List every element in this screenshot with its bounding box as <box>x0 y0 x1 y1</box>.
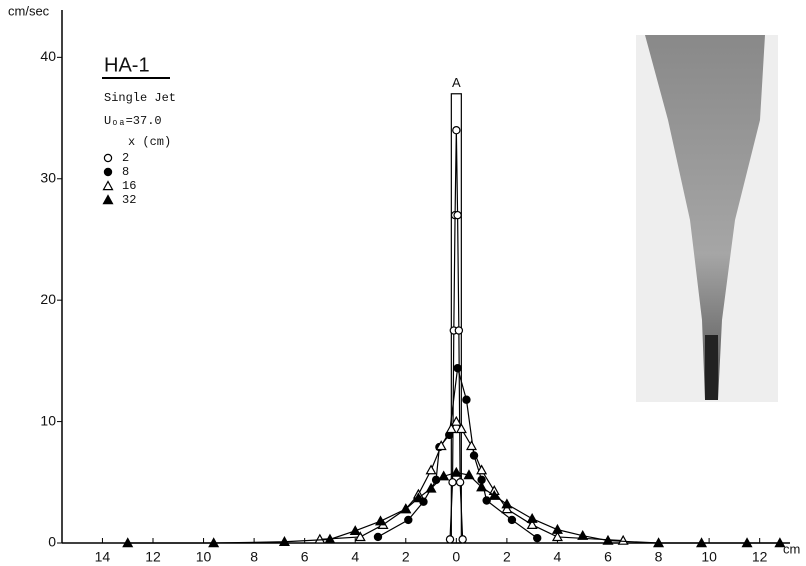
data-point <box>278 536 290 546</box>
data-point <box>448 478 457 487</box>
data-point <box>458 535 467 544</box>
data-point <box>501 498 513 509</box>
legend-title: HA-1 <box>104 54 150 76</box>
data-point <box>349 525 361 536</box>
legend-header: x (cm) <box>128 135 171 149</box>
data-point <box>696 537 708 548</box>
data-point <box>438 470 450 481</box>
data-point <box>577 529 589 540</box>
data-point <box>617 534 629 545</box>
data-point <box>455 478 465 487</box>
x-tick-label: 10 <box>196 549 212 565</box>
x-tick-label: 12 <box>752 549 768 565</box>
annotation-label: A <box>452 75 461 90</box>
y-tick-label: 20 <box>40 291 56 307</box>
legend-marker <box>102 180 114 191</box>
x-tick-label: 0 <box>452 549 460 565</box>
data-point <box>354 531 366 542</box>
data-point <box>374 515 387 526</box>
data-point <box>507 515 517 525</box>
y-axis-label: cm/sec <box>8 3 50 18</box>
legend-marker <box>103 167 113 177</box>
data-point <box>453 210 462 220</box>
data-point <box>445 535 455 544</box>
x-tick-label: 12 <box>145 549 161 565</box>
data-point <box>551 531 563 542</box>
data-point <box>501 503 513 514</box>
x-tick-label: 6 <box>301 549 309 565</box>
data-point <box>400 503 412 514</box>
x-tick-label: 8 <box>655 549 663 565</box>
x-axis-label: cm <box>783 541 800 556</box>
data-point <box>450 415 462 426</box>
data-point <box>602 534 614 545</box>
data-point <box>551 523 563 534</box>
data-point <box>453 363 462 373</box>
x-tick-label: 8 <box>250 549 258 565</box>
data-point <box>533 533 542 543</box>
data-point <box>373 532 383 542</box>
x-tick-label: 10 <box>701 549 717 565</box>
data-point <box>425 482 437 493</box>
data-point <box>445 423 457 434</box>
data-point <box>454 326 464 335</box>
x-tick-label: 14 <box>95 549 111 565</box>
y-tick-label: 10 <box>40 412 56 428</box>
data-point <box>465 440 478 451</box>
data-point <box>455 423 467 434</box>
x-tick-label: 4 <box>351 549 359 565</box>
data-point <box>526 519 538 529</box>
data-point <box>653 537 665 548</box>
data-point <box>412 492 424 503</box>
data-point <box>476 464 488 475</box>
data-point <box>488 489 500 500</box>
data-point <box>450 466 462 477</box>
data-point <box>741 537 753 548</box>
legend-label: 2 <box>122 151 129 165</box>
x-tick-label: 2 <box>503 549 511 565</box>
y-tick-label: 40 <box>40 48 56 64</box>
photo <box>636 35 778 402</box>
subtitle: Single Jet <box>104 91 176 105</box>
data-point <box>462 395 471 404</box>
data-point <box>435 440 447 451</box>
data-point <box>526 512 538 523</box>
legend-label: 32 <box>122 193 136 207</box>
data-point <box>482 496 491 505</box>
y-tick-label: 30 <box>40 169 56 185</box>
condition: Uₒₐ=37.0 <box>104 114 162 128</box>
legend-marker <box>103 153 113 163</box>
x-tick-label: 6 <box>604 549 612 565</box>
data-point <box>404 515 413 525</box>
y-tick-label: 0 <box>48 534 56 550</box>
data-point <box>314 533 326 544</box>
x-tick-label: 2 <box>402 549 410 565</box>
data-point <box>452 125 461 135</box>
legend-label: 16 <box>122 179 136 193</box>
data-point <box>774 537 786 548</box>
data-point <box>324 533 336 544</box>
x-tick-label: 4 <box>554 549 562 565</box>
legend-marker <box>102 194 114 205</box>
legend-label: 8 <box>122 165 129 179</box>
data-point <box>463 469 475 480</box>
annotation-box <box>450 93 462 544</box>
data-point <box>476 481 488 492</box>
data-point <box>208 537 220 548</box>
data-point <box>122 537 134 548</box>
data-point <box>425 464 437 475</box>
